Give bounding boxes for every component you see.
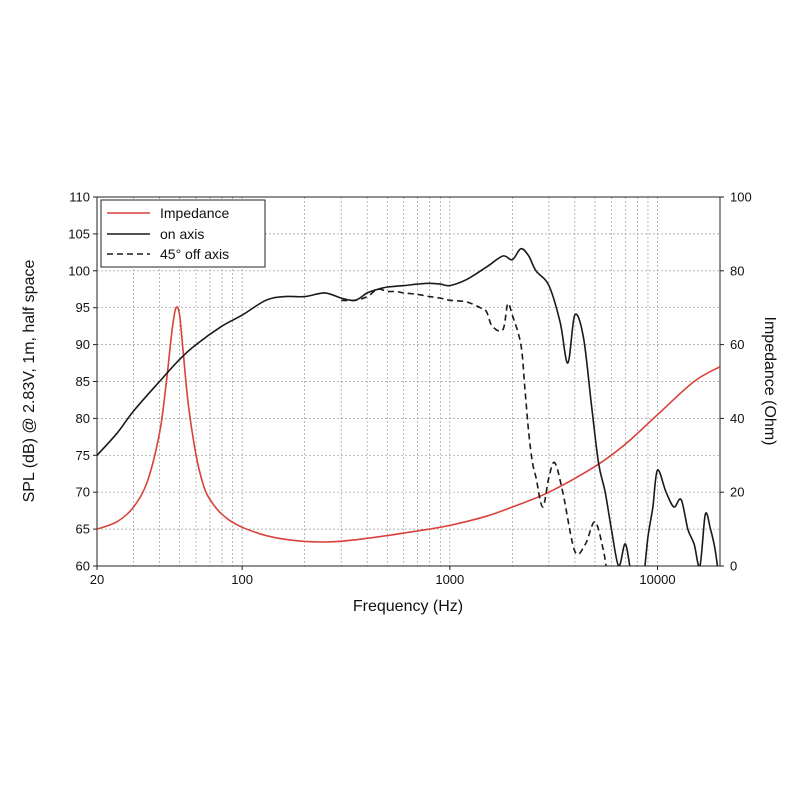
series-line-45-off-axis	[341, 288, 620, 566]
y-left-tick-label: 85	[76, 374, 90, 389]
series-lines	[97, 247, 720, 566]
x-axis-title: Frequency (Hz)	[353, 598, 463, 615]
y-left-tick-label: 70	[76, 485, 90, 500]
y-left-tick-label: 60	[76, 559, 90, 574]
y-right-tick-label: 60	[730, 337, 744, 352]
series-line-on-axis	[97, 247, 719, 566]
y-left-tick-label: 100	[68, 263, 90, 278]
y-left-tick-label: 65	[76, 522, 90, 537]
x-tick-label: 10000	[639, 572, 675, 587]
y-left-tick-label: 75	[76, 448, 90, 463]
y-right-tick-label: 40	[730, 411, 744, 426]
legend-label-on-axis: on axis	[160, 226, 204, 242]
y-left-tick-label: 90	[76, 337, 90, 352]
series-line-impedance	[97, 305, 720, 543]
x-tick-label: 100	[231, 572, 253, 587]
y-right-axis-title: Impedance (Ohm)	[761, 317, 778, 446]
y-left-tick-label: 105	[68, 226, 90, 241]
ticks: 60 65 70 75 80 85 90 95 100 105 110 0 20 40 60 80 100 20 1…	[68, 190, 751, 588]
legend: Impedance on axis 45° off axis	[100, 199, 266, 268]
y-right-tick-label: 100	[730, 190, 752, 205]
y-left-tick-label: 80	[76, 411, 90, 426]
y-left-axis-title: SPL (dB) @ 2.83V, 1m, half space	[21, 260, 38, 503]
y-right-tick-label: 20	[730, 485, 744, 500]
y-left-tick-label: 110	[69, 190, 90, 205]
y-right-tick-label: 0	[730, 559, 737, 574]
y-right-tick-label: 80	[730, 263, 744, 278]
grid	[97, 197, 720, 566]
x-tick-label: 1000	[435, 572, 464, 587]
x-tick-label: 20	[90, 572, 104, 587]
legend-label-off-axis: 45° off axis	[160, 246, 229, 262]
y-left-tick-label: 95	[76, 300, 90, 315]
legend-label-impedance: Impedance	[160, 205, 229, 221]
